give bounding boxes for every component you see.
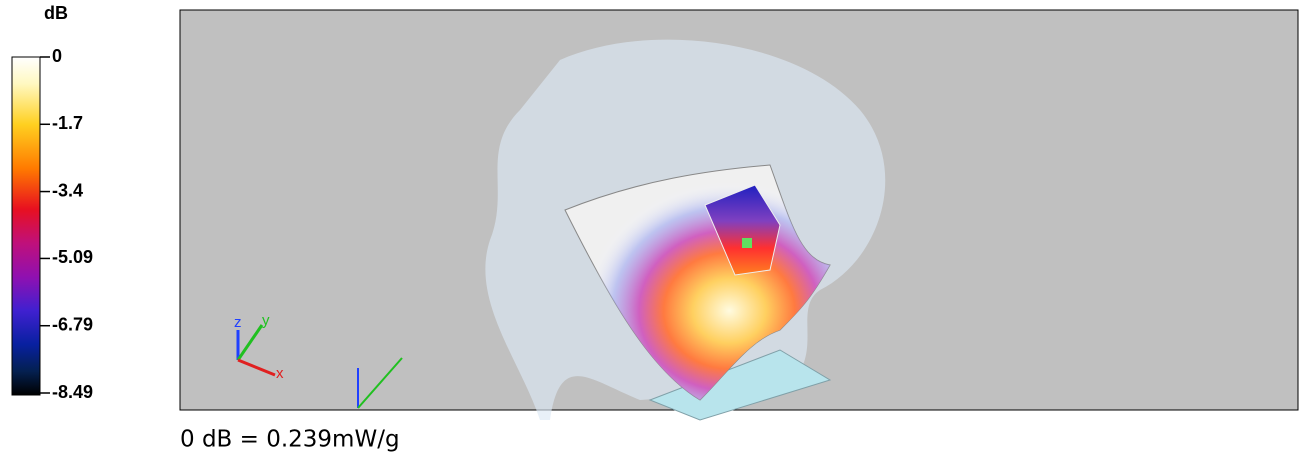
zoom-scan-cube (704, 184, 781, 276)
axis-x-label: x (276, 365, 284, 382)
colorbar (11, 56, 41, 396)
probe-direction (357, 357, 403, 409)
caption: 0 dB = 0.239mW/g (180, 427, 400, 453)
colorbar-tick-label: -8.49 (52, 382, 93, 402)
axis-y (236, 324, 264, 361)
peak-marker (742, 238, 752, 248)
colorbar-ticks: 0 -1.7 -3.4 -5.09 -6.79 -8.49 (40, 46, 93, 402)
base-plate (648, 349, 832, 421)
axis-y-label: y (262, 312, 270, 329)
colorbar-tick-label: -6.79 (52, 314, 93, 334)
colorbar-tick-label: -1.7 (52, 113, 83, 133)
colorbar-tick-label: -5.09 (52, 247, 93, 267)
axis-z-label: z (234, 314, 242, 331)
axis-x (237, 358, 276, 377)
colorbar-tick-label: -3.4 (52, 180, 83, 200)
colorbar-unit: dB (44, 3, 68, 23)
colorbar-tick-label: 0 (52, 46, 62, 66)
